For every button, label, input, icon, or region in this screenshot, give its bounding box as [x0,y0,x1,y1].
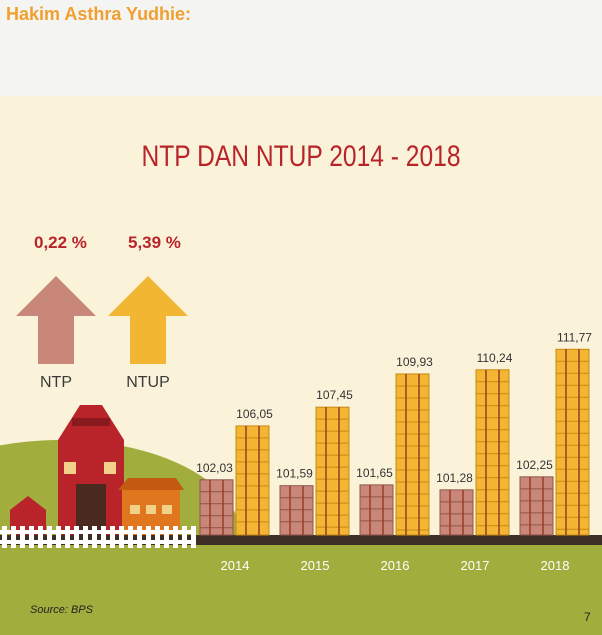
header-text: Hakim Asthra Yudhie: [6,4,192,24]
ntp-value-label-2016: 101,65 [356,466,393,480]
ntp-bar-2015 [279,485,314,536]
ntp-bar-2016 [359,484,394,536]
ntup-bar-2015 [315,406,350,536]
ntp-bar-2017 [439,489,474,536]
ntp-bar-2014 [199,479,234,536]
ntp-change: 0,22 % [34,233,87,252]
ntup-bar-2014 [235,425,270,536]
fence-post [83,526,88,548]
fence-post [20,526,25,548]
x-tick-label-2016: 2016 [381,558,410,573]
fence-post [101,526,106,548]
fence-post [38,526,43,548]
fence-post [11,526,16,548]
fence-post [137,526,142,548]
fence-post [164,526,169,548]
ntup-value-label-2018: 111,77 [557,330,592,344]
ntp-value-label-2018: 102,25 [516,458,553,472]
ntup-bar-2016 [395,373,430,536]
ground-grass [0,545,602,635]
page-number: 7 [584,610,591,624]
ntp-value-label-2017: 101,28 [436,471,473,485]
source-note: Source: BPS [30,604,93,616]
fence-post [29,526,34,548]
x-tick-label-2017: 2017 [461,558,490,573]
ntp-value-label-2015: 101,59 [276,467,313,481]
fence-post [119,526,124,548]
fence-post [2,526,7,548]
fence-post [47,526,52,548]
ntup-value-label-2017: 110,24 [477,351,513,365]
chart-area: 102,03 106,05 2014 101,59 107,45 2015 101,65 10… [196,330,592,573]
ntp-arrow-icon [16,276,96,364]
ntup-arrow-icon [108,276,188,364]
fence-post [65,526,70,548]
ntup-change: 5,39 % [128,233,181,252]
ntup-value-label-2015: 107,45 [316,388,353,402]
ntup-value-label-2014: 106,05 [236,407,273,421]
ntp-bar-2018 [519,476,554,536]
ntp-value-label-2014: 102,03 [196,461,233,475]
ntp-arrow-label: NTP [40,374,72,391]
ntup-arrow-label: NTUP [126,374,170,391]
fence-post [128,526,133,548]
header-band [0,0,602,96]
x-tick-label-2018: 2018 [541,558,570,573]
fence-post [191,526,196,548]
ntup-bar-2017 [475,369,510,536]
ntup-value-label-2016: 109,93 [396,355,433,369]
x-tick-label-2015: 2015 [301,558,330,573]
fence [0,530,195,544]
x-tick-label-2014: 2014 [221,558,250,573]
fence-post [56,526,61,548]
fence-post [110,526,115,548]
ntup-bar-2018 [555,348,590,536]
fence-post [155,526,160,548]
chart-title: NTP DAN NTUP 2014 - 2018 [141,140,461,173]
fence-post [182,526,187,548]
fence-post [146,526,151,548]
barn [10,405,184,535]
fence-post [92,526,97,548]
fence-post [173,526,178,548]
ground-soil [0,535,602,545]
fence-post [74,526,79,548]
